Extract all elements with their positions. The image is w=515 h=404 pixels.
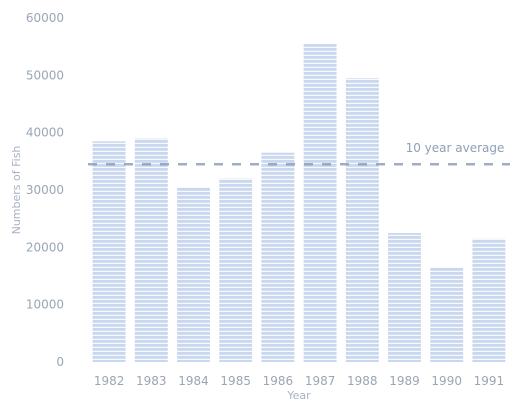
bar-1990 — [430, 267, 464, 362]
y-axis-tick-labels: 0 10000 20000 30000 40000 50000 60000 — [26, 11, 64, 369]
y-tick-label: 60000 — [26, 11, 64, 25]
bars — [92, 43, 506, 363]
x-tick-label: 1982 — [94, 374, 125, 388]
x-tick-label: 1988 — [347, 374, 378, 388]
x-tick-label: 1986 — [263, 374, 294, 388]
y-tick-label: 0 — [56, 355, 64, 369]
bar-1991 — [472, 238, 506, 362]
x-tick-label: 1989 — [389, 374, 420, 388]
y-tick-label: 50000 — [26, 68, 64, 82]
y-tick-label: 30000 — [26, 183, 64, 197]
average-label: 10 year average — [406, 141, 505, 155]
x-axis-title: Year — [286, 389, 311, 402]
x-tick-label: 1987 — [305, 374, 336, 388]
bar-1982 — [92, 141, 126, 362]
bar-1989 — [388, 233, 421, 362]
bar-1987 — [303, 43, 337, 363]
bar-1985 — [219, 178, 253, 362]
x-tick-label: 1983 — [136, 374, 167, 388]
y-tick-label: 10000 — [26, 298, 64, 312]
bar-1988 — [345, 78, 379, 362]
x-axis-tick-labels: 1982 1983 1984 1985 1986 1987 1988 1989 1990 1991 — [94, 374, 504, 388]
y-tick-label: 40000 — [26, 126, 64, 140]
y-axis-title: Numbers of Fish — [10, 146, 23, 235]
x-tick-label: 1990 — [431, 374, 462, 388]
y-tick-label: 20000 — [26, 240, 64, 254]
x-tick-label: 1985 — [220, 374, 251, 388]
bar-1986 — [261, 152, 295, 362]
x-tick-label: 1991 — [474, 374, 505, 388]
x-tick-label: 1984 — [178, 374, 209, 388]
bar-1984 — [177, 187, 210, 362]
bar-1983 — [134, 138, 168, 362]
